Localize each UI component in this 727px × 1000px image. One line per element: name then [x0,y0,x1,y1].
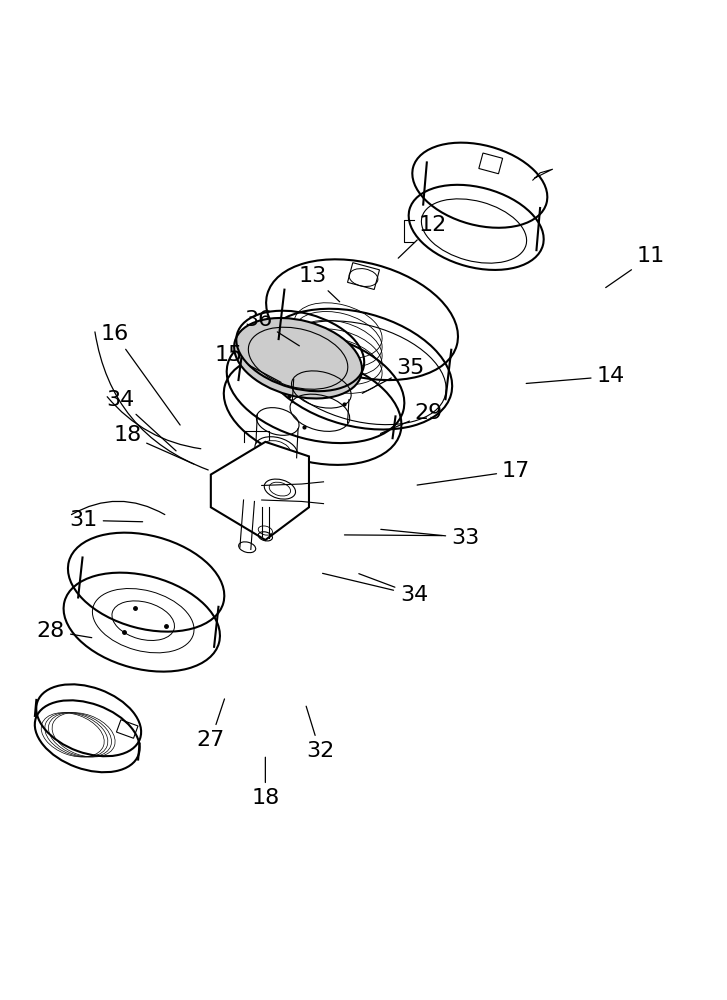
Text: 33: 33 [381,528,479,548]
Polygon shape [211,442,309,540]
Text: 17: 17 [417,461,530,485]
Text: 29: 29 [381,403,443,433]
Text: 12: 12 [398,215,446,258]
Text: 34: 34 [359,574,428,605]
Bar [116,720,138,738]
Text: 11: 11 [606,246,664,288]
Text: 35: 35 [362,358,425,393]
Text: 18: 18 [252,757,279,808]
Text: 15: 15 [214,345,281,382]
Text: 28: 28 [37,621,92,641]
Ellipse shape [234,318,362,398]
Text: 32: 32 [306,706,334,761]
Bar [479,153,502,174]
Text: 34: 34 [106,390,176,451]
Text: 16: 16 [101,324,180,425]
Text: 14: 14 [526,366,624,386]
Text: 27: 27 [197,699,225,750]
Text: 36: 36 [244,310,300,346]
Text: 31: 31 [70,510,142,530]
Text: 18: 18 [113,425,194,464]
Text: 13: 13 [299,266,340,302]
Bar [348,263,379,289]
